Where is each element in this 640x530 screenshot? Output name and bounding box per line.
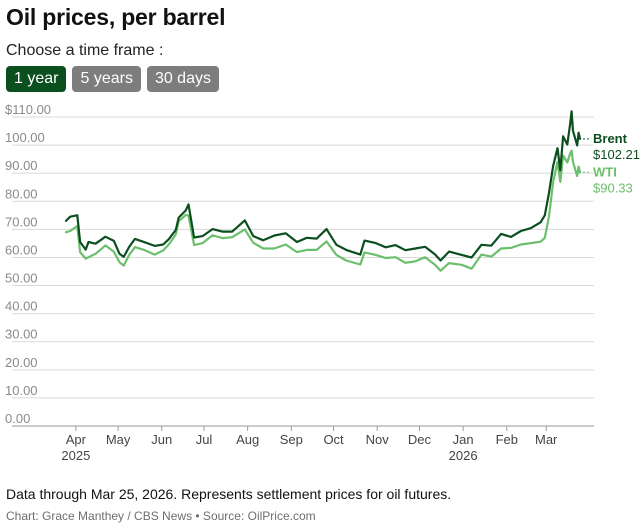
y-tick-label: 80.00 [5,186,38,201]
series-end-value-wti: $90.33 [593,180,633,195]
series-end-value-brent: $102.21 [593,147,640,162]
x-tick-label: Jul [196,432,213,447]
y-tick-label: 30.00 [5,327,38,342]
y-tick-label: 20.00 [5,355,38,370]
series-end-labels: Brent$102.21 WTI$90.33 [583,131,640,195]
y-tick-label: 40.00 [5,299,38,314]
data-note: Data through Mar 25, 2026. Represents se… [6,486,452,502]
y-tick-label: 60.00 [5,242,38,257]
y-tick-label: 10.00 [5,383,38,398]
y-axis-ticks: $110.00 100.00 90.00 80.00 70.00 60.00 50.00 40… [5,102,51,426]
x-tick-label: Apr [66,432,87,447]
x-tick-label: Feb [496,432,518,447]
x-tick-label: Jun [151,432,172,447]
y-tick-label: 100.00 [5,130,45,145]
x-tick-label: Aug [236,432,259,447]
x-tick-label: Dec [408,432,432,447]
timeframe-30-days-button[interactable]: 30 days [146,66,219,92]
y-tick-label: 0.00 [5,411,30,426]
chart-title: Oil prices, per barrel [6,4,226,30]
series-name-wti: WTI [593,164,617,179]
x-year-label: 2026 [449,448,478,463]
series-line-brent [64,110,582,262]
y-tick-label: $110.00 [5,102,51,117]
chart-credit: Chart: Grace Manthey / CBS News • Source… [6,509,316,523]
timeframe-1-year-button[interactable]: 1 year [6,66,67,92]
x-tick-label: Jan [453,432,474,447]
timeframe-selector: 1 year 5 years 30 days [6,66,219,92]
x-tick-label: Nov [366,432,390,447]
y-tick-label: 70.00 [5,214,38,229]
x-tick-label: Oct [323,432,344,447]
series-name-brent: Brent [593,131,628,146]
x-tick-label: Mar [535,432,558,447]
y-tick-label: 90.00 [5,158,38,173]
x-year-label: 2025 [61,448,90,463]
timeframe-prompt: Choose a time frame : [6,42,164,59]
series-line-wti [64,149,582,272]
oil-price-line-chart: $110.00 100.00 90.00 80.00 70.00 60.00 50.00 40… [5,102,640,463]
timeframe-5-years-button[interactable]: 5 years [72,66,141,92]
x-tick-label: Sep [280,432,303,447]
x-tick-label: May [106,432,131,447]
series-lines [64,110,582,272]
gridlines [12,116,594,427]
y-tick-label: 50.00 [5,271,38,286]
